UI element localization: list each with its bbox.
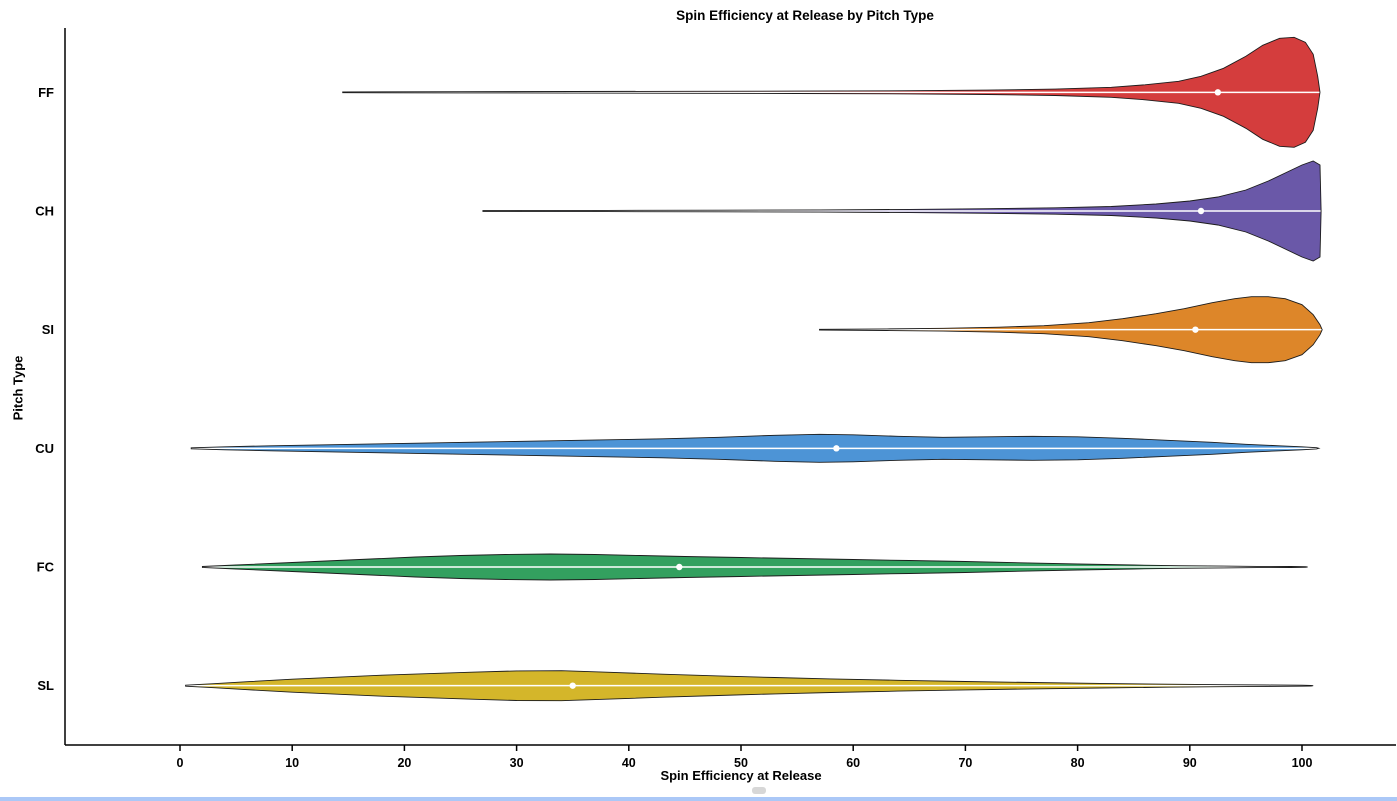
x-tick-label: 10 [285, 756, 299, 770]
median-dot [569, 682, 576, 689]
x-tick-label: 20 [397, 756, 411, 770]
chart-title: Spin Efficiency at Release by Pitch Type [676, 8, 934, 23]
violin-outline [482, 160, 1322, 262]
artifact-mark [752, 787, 766, 794]
y-category-label: FF [38, 85, 54, 100]
x-tick-label: 30 [510, 756, 524, 770]
median-dot [676, 563, 683, 571]
median-dot [1197, 207, 1205, 215]
x-tick-label: 80 [1071, 756, 1085, 770]
violin-outline [190, 433, 1321, 463]
x-tick-label: 100 [1292, 756, 1313, 770]
y-category-label: FC [37, 560, 55, 575]
violin-outline [201, 553, 1308, 581]
violin-outline [185, 670, 1314, 702]
bottom-blue-strip [0, 797, 1397, 801]
y-category-label: SI [42, 322, 54, 337]
x-tick-label: 50 [734, 756, 748, 770]
x-tick-label: 0 [177, 756, 184, 770]
x-axis-label: Spin Efficiency at Release [660, 768, 822, 783]
x-tick-label: 40 [622, 756, 636, 770]
y-category-label: SL [37, 678, 54, 693]
y-category-label: CH [35, 204, 54, 219]
violin-outline [342, 36, 1321, 148]
x-tick-label: 70 [958, 756, 972, 770]
x-tick-label: 60 [846, 756, 860, 770]
median-dot [1192, 326, 1199, 333]
violin-outline [819, 296, 1323, 364]
x-tick-label: 90 [1183, 756, 1197, 770]
median-dot [833, 445, 840, 452]
median-dot [1214, 89, 1222, 96]
y-category-label: CU [35, 441, 54, 456]
